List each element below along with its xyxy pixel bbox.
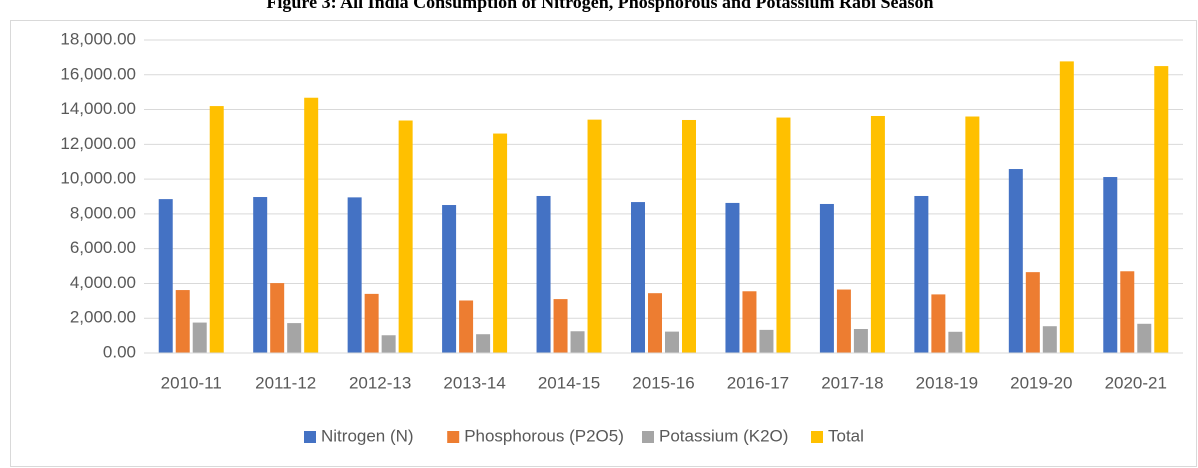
y-tick-label: 2,000.00 (70, 308, 136, 327)
y-tick-label: 16,000.00 (60, 64, 136, 83)
y-tick-label: 4,000.00 (70, 273, 136, 292)
bar (759, 329, 774, 353)
x-tick-label: 2020-21 (1105, 373, 1167, 392)
bar (870, 115, 885, 353)
x-tick-label: 2010-11 (161, 373, 222, 392)
y-tick-label: 10,000.00 (60, 169, 136, 188)
y-tick-label: 12,000.00 (60, 134, 136, 153)
legend-label: Potassium (K2O) (659, 426, 788, 445)
bar (587, 119, 602, 353)
x-tick-label: 2016-17 (727, 373, 789, 392)
bar (1008, 169, 1023, 353)
bar (347, 197, 362, 353)
bar (287, 323, 302, 353)
bar (631, 202, 645, 353)
y-tick-label: 18,000.00 (60, 29, 136, 48)
y-tick-label: 0.00 (103, 342, 136, 361)
x-tick-label: 2013-14 (443, 373, 505, 392)
bar (819, 203, 834, 353)
legend-label: Phosphorous (P2O5) (464, 426, 624, 445)
bar (270, 283, 285, 353)
bar (1154, 66, 1169, 353)
bar (1103, 177, 1118, 353)
x-tick-label: 2015-16 (632, 373, 694, 392)
bar (493, 133, 508, 353)
chart-title: Figure 3: All India Consumption of Nitro… (266, 0, 933, 12)
bar (853, 329, 868, 353)
bar (175, 290, 190, 353)
legend-label: Nitrogen (N) (321, 426, 414, 445)
bar (476, 334, 491, 353)
bar (364, 293, 379, 353)
bar (948, 331, 963, 353)
bar (725, 202, 740, 353)
bar (665, 331, 679, 353)
bar (158, 199, 173, 353)
bar (1025, 272, 1040, 353)
bar (398, 120, 413, 353)
legend-swatch (304, 431, 316, 443)
bar (1137, 323, 1152, 353)
bar (442, 205, 457, 353)
x-tick-label: 2011-12 (255, 373, 316, 392)
bar (1042, 326, 1057, 353)
legend-swatch (447, 431, 460, 443)
bar (682, 119, 696, 353)
x-tick-label: 2019-20 (1010, 373, 1072, 392)
legend-swatch (642, 431, 654, 443)
bar (381, 335, 396, 353)
bar (914, 195, 929, 353)
bar (648, 293, 662, 353)
bar (536, 195, 551, 353)
bar (1120, 271, 1135, 353)
bar (742, 291, 757, 353)
bar (931, 294, 946, 353)
bar (836, 289, 851, 353)
x-tick-label: 2018-19 (916, 373, 978, 392)
legend-swatch (811, 431, 823, 443)
x-tick-label: 2012-13 (349, 373, 411, 392)
bar (459, 300, 474, 353)
title-band (0, 0, 1198, 20)
bar (1059, 61, 1074, 353)
x-tick-label: 2017-18 (821, 373, 883, 392)
bar (776, 117, 791, 353)
y-tick-label: 6,000.00 (70, 238, 136, 257)
y-tick-label: 14,000.00 (60, 99, 136, 118)
bar (965, 116, 980, 353)
bar (192, 322, 207, 353)
bar (304, 97, 319, 353)
y-tick-label: 8,000.00 (70, 203, 136, 222)
legend-label: Total (828, 426, 864, 445)
bar (209, 106, 224, 353)
bar (570, 331, 585, 353)
bar (553, 299, 568, 353)
chart-border (10, 20, 1197, 467)
bar (253, 197, 268, 353)
x-tick-label: 2014-15 (538, 373, 600, 392)
